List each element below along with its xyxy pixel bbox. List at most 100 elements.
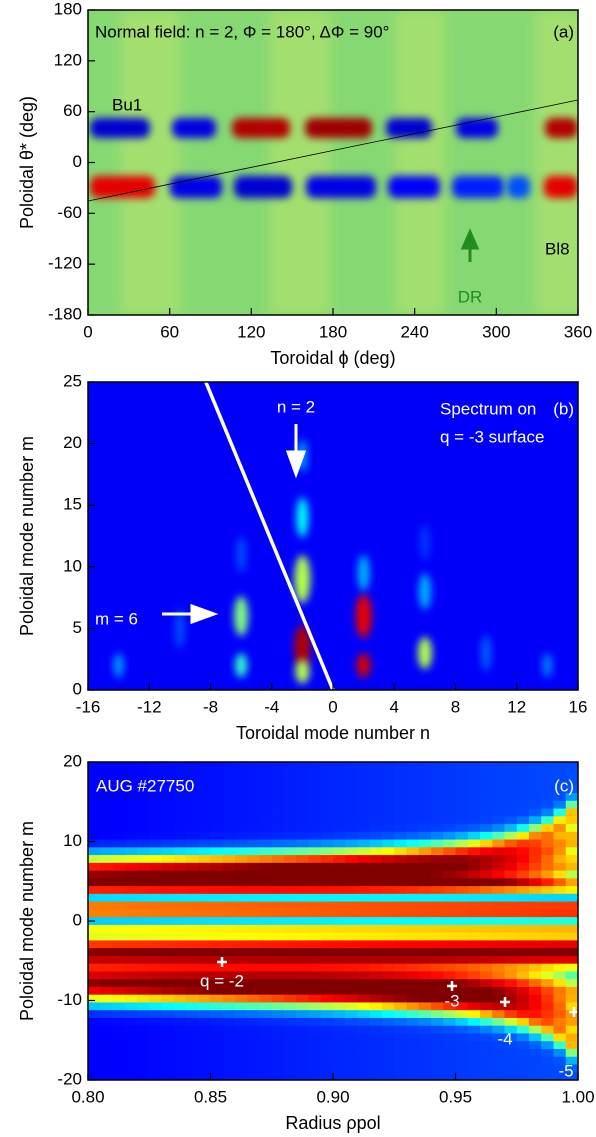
cell — [308, 994, 322, 1003]
cell — [467, 878, 481, 887]
cell — [516, 940, 530, 949]
x-tick-label: -4 — [264, 697, 279, 716]
cell — [222, 855, 236, 864]
cell — [333, 986, 346, 996]
cell — [112, 955, 126, 965]
cell — [161, 886, 175, 895]
cell — [455, 769, 469, 779]
cell — [320, 769, 334, 779]
cell — [369, 901, 383, 910]
cell — [112, 971, 126, 980]
cell — [112, 924, 126, 934]
cell — [247, 808, 260, 817]
cell — [149, 824, 162, 833]
cell — [296, 855, 309, 864]
cell — [541, 831, 554, 841]
cell — [345, 870, 358, 879]
cell — [553, 1056, 567, 1065]
cell — [112, 1025, 126, 1034]
cell — [553, 979, 567, 988]
cell — [553, 777, 567, 786]
cell — [333, 847, 346, 856]
cell — [333, 1010, 346, 1019]
cell — [271, 1048, 285, 1058]
cell — [541, 1017, 554, 1027]
cell — [124, 870, 138, 879]
cell — [529, 793, 542, 802]
cell — [296, 1048, 309, 1058]
cell — [467, 986, 481, 996]
cell — [382, 870, 395, 879]
cell — [553, 994, 567, 1003]
cell — [357, 839, 371, 848]
cell — [100, 886, 113, 895]
cell — [186, 948, 199, 957]
cell — [553, 909, 567, 918]
cell — [492, 769, 505, 779]
cell — [137, 932, 150, 941]
cell — [88, 831, 101, 841]
cell — [284, 963, 297, 972]
cell — [504, 1033, 518, 1042]
cell — [198, 886, 211, 895]
cell — [492, 986, 505, 996]
cell — [235, 808, 248, 817]
cell — [492, 1072, 505, 1080]
cell — [480, 994, 493, 1003]
cell — [124, 948, 138, 957]
cell — [565, 924, 578, 934]
cell — [345, 785, 358, 794]
cell — [235, 940, 248, 949]
cell — [173, 785, 187, 794]
cell — [186, 963, 199, 972]
cell — [320, 816, 334, 825]
cell — [382, 855, 395, 864]
cell — [284, 793, 297, 802]
cell — [480, 800, 493, 810]
cell — [467, 1010, 481, 1019]
cell — [320, 855, 334, 864]
cell — [406, 917, 420, 926]
cell — [529, 994, 542, 1003]
cell — [516, 893, 530, 903]
cell — [333, 862, 346, 872]
cell — [357, 924, 371, 934]
cell — [149, 1033, 162, 1042]
cell — [467, 870, 481, 879]
cell — [149, 917, 162, 926]
blob — [417, 637, 432, 670]
cell — [369, 793, 383, 802]
cell — [541, 963, 554, 972]
cell — [296, 808, 309, 817]
cell — [161, 1025, 175, 1034]
cell — [198, 1025, 211, 1034]
annotation: Bu1 — [112, 95, 142, 114]
cell — [88, 762, 101, 771]
cell — [271, 870, 285, 879]
cell — [88, 847, 101, 856]
cell — [271, 793, 285, 802]
cell — [88, 1072, 101, 1080]
cell — [235, 886, 248, 895]
cell — [320, 839, 334, 848]
cell — [235, 1048, 248, 1058]
cell — [345, 862, 358, 872]
cell — [553, 831, 567, 841]
cell — [173, 1056, 187, 1065]
cell — [504, 824, 518, 833]
cell — [320, 963, 334, 972]
y-tick-label: 120 — [54, 50, 82, 69]
cell — [369, 816, 383, 825]
cell — [418, 917, 432, 926]
cell — [100, 808, 113, 817]
cell — [455, 839, 469, 848]
cell — [406, 909, 420, 918]
cell — [88, 1064, 101, 1073]
cell — [357, 777, 371, 786]
cell — [455, 793, 469, 802]
cell — [149, 955, 162, 965]
cell — [455, 901, 469, 910]
cell — [124, 1041, 138, 1050]
cell — [210, 816, 224, 825]
cell — [173, 986, 187, 996]
